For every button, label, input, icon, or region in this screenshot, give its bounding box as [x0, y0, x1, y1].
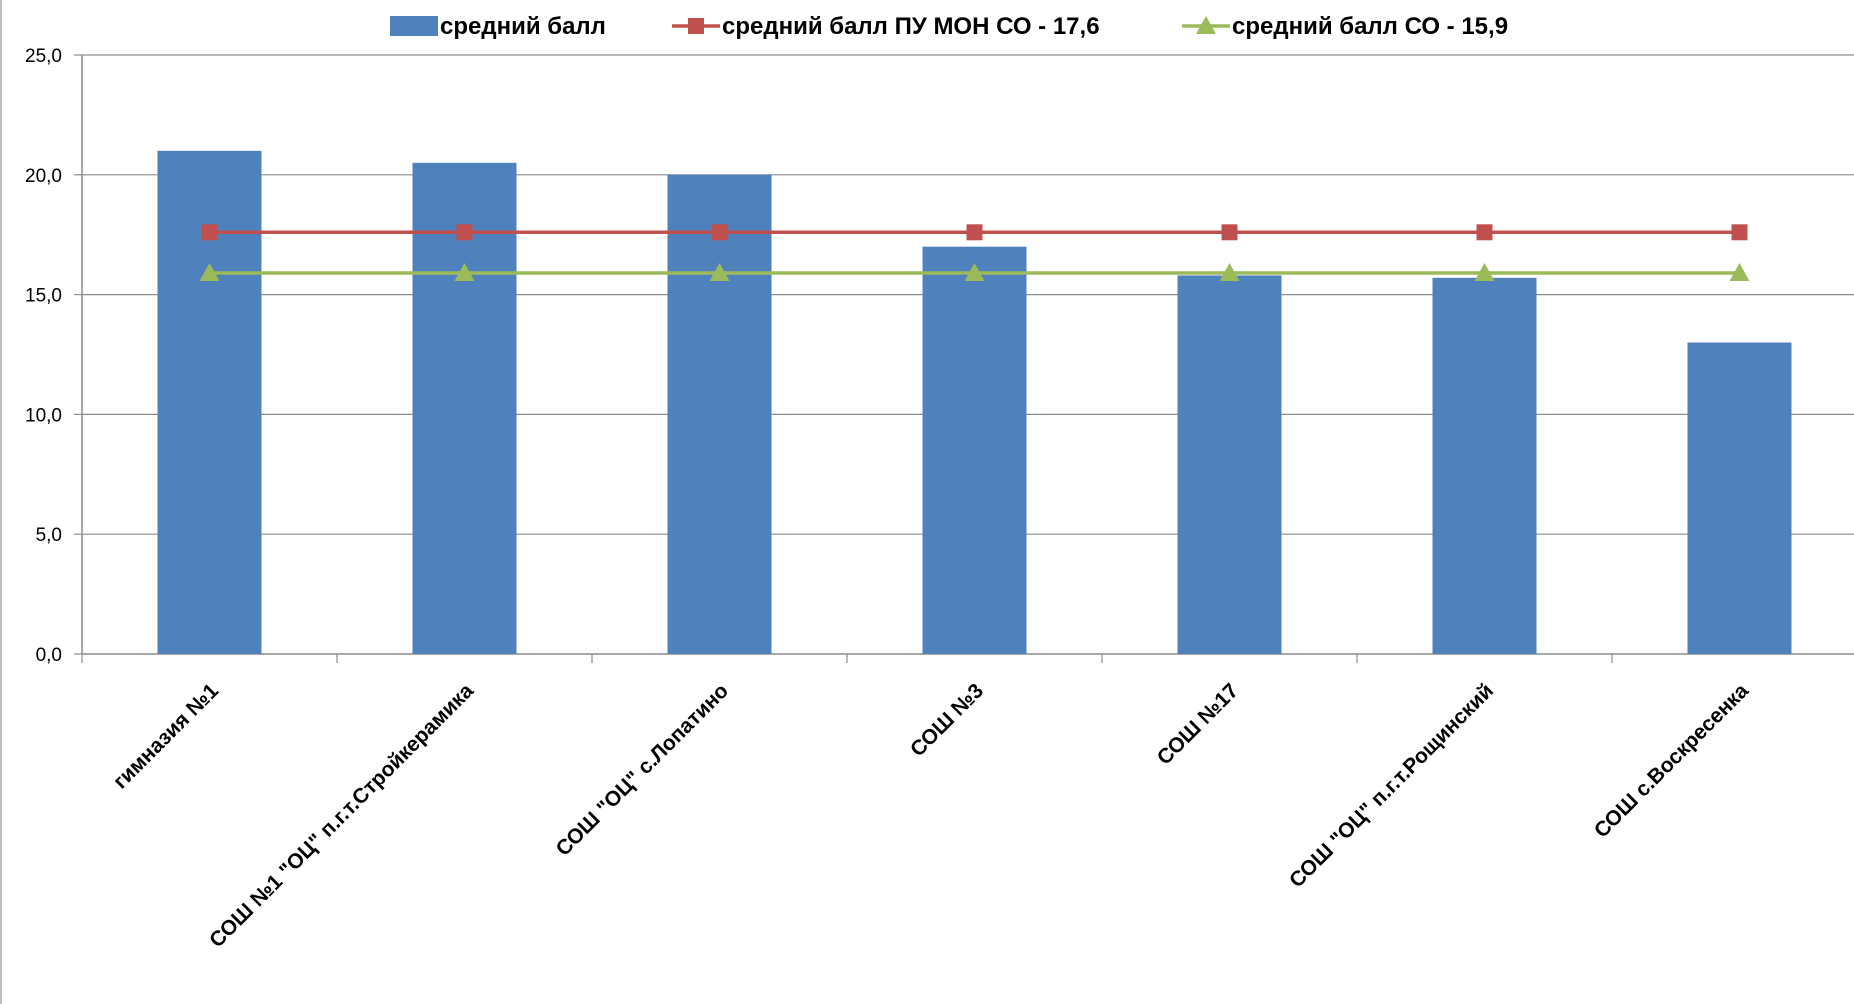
y-tick-labels: 0,0 5,0 10,0 15,0 20,0 25,0 [25, 46, 62, 666]
y-tick-label: 15,0 [25, 286, 62, 307]
x-tick-label: СОШ "ОЦ" с.Лопатино [552, 679, 733, 860]
square-marker [456, 224, 473, 241]
triangle-marker [964, 263, 985, 282]
bar [667, 174, 772, 655]
triangle-marker [1474, 263, 1495, 282]
y-tick-label: 25,0 [25, 46, 62, 67]
triangle-marker [454, 263, 475, 282]
legend-label: средний балл СО - 15,9 [1232, 13, 1508, 40]
x-tick-label: гимназия №1 [109, 679, 223, 793]
y-tick-label: 0,0 [36, 645, 62, 666]
bar-series [157, 150, 1792, 655]
triangle-marker [1219, 263, 1240, 282]
bar [922, 246, 1027, 654]
bar [1687, 342, 1792, 654]
square-marker [711, 224, 728, 241]
x-tick-label: СОШ №3 [906, 679, 988, 761]
triangle-marker [709, 263, 730, 282]
square-marker [201, 224, 218, 241]
bar [1177, 275, 1282, 654]
y-tick-label: 10,0 [25, 405, 62, 426]
square-marker [1731, 224, 1748, 241]
legend-label: средний балл ПУ МОН СО - 17,6 [722, 13, 1100, 40]
x-tick-label: СОШ с.Воскресенка [1590, 679, 1753, 842]
line-series [199, 224, 1750, 282]
bar [1432, 277, 1537, 654]
square-marker [966, 224, 983, 241]
legend: средний балл средний балл ПУ МОН СО - 17,… [390, 13, 1508, 40]
y-tick-label: 20,0 [25, 166, 62, 187]
x-tick-label: СОШ "ОЦ" п.г.т.Рощинский [1285, 679, 1498, 892]
legend-marker [1196, 16, 1216, 34]
triangle-marker [199, 263, 220, 282]
y-tick-label: 5,0 [36, 525, 62, 546]
square-marker [1221, 224, 1238, 241]
legend-label: средний балл [440, 13, 606, 40]
square-marker [1476, 224, 1493, 241]
triangle-marker [1729, 263, 1750, 282]
legend-marker [688, 18, 704, 34]
legend-swatch [390, 16, 438, 36]
x-tick-label: СОШ №1 "ОЦ" п.г.т.Стройкерамика [205, 679, 478, 952]
x-tick-label: СОШ №17 [1153, 679, 1243, 769]
bar [412, 162, 517, 654]
